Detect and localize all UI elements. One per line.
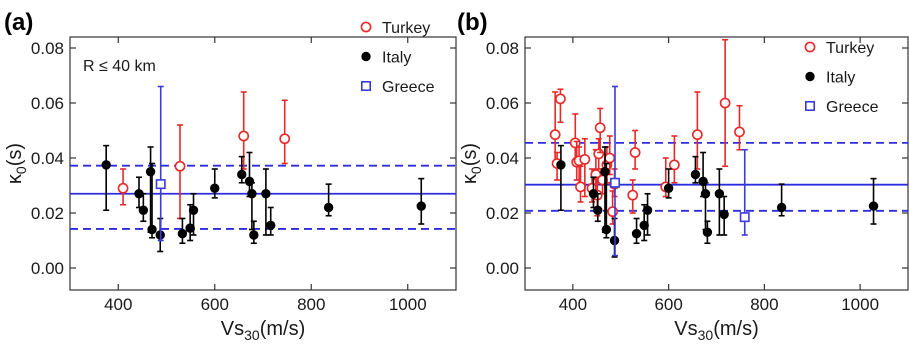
turkey-point <box>604 152 616 164</box>
legend: Turkey Italy Greece <box>360 20 435 96</box>
chart-panel-a: (a) 0.00 0.02 0.04 0.06 0.08 400 600 800 1000 Vs30… <box>4 9 457 343</box>
y-tick-label: 0.02 <box>486 204 519 223</box>
distance-annotation: R ≤ 40 km <box>83 58 156 75</box>
x-tick-label: 400 <box>559 295 587 314</box>
italy-point <box>600 167 610 177</box>
turkey-point <box>719 97 731 109</box>
y-tick-label: 0.00 <box>486 259 519 278</box>
legend-marker-italy <box>805 71 815 82</box>
italy-point <box>631 228 642 239</box>
turkey-point <box>575 181 586 193</box>
italy-point <box>145 167 156 177</box>
italy-point <box>868 201 879 211</box>
y-tick-label: 0.04 <box>31 149 64 168</box>
x-tick-label: 600 <box>654 295 682 314</box>
legend-marker-turkey <box>360 21 372 33</box>
y-tick-label: 0.08 <box>486 39 519 58</box>
plot-frame <box>69 36 457 291</box>
x-tick-label: 800 <box>297 295 325 314</box>
chart-panel-b: (b) 0.00 0.02 0.04 0.06 0.08 400 600 800 1000 Vs30… <box>457 9 909 343</box>
panel-label: (a) <box>4 9 33 36</box>
italy-point <box>249 230 259 240</box>
turkey-point <box>569 137 581 149</box>
italy-point <box>700 189 711 199</box>
italy-point <box>261 189 271 199</box>
turkey-point <box>555 93 566 105</box>
x-tick-label: 400 <box>104 295 132 314</box>
legend-label-italy: Italy <box>382 50 411 67</box>
italy-point <box>702 227 713 237</box>
italy-point <box>237 169 247 180</box>
y-tick-label: 0.04 <box>486 149 519 168</box>
legend: Turkey Italy Greece <box>804 40 879 116</box>
turkey-point <box>279 133 291 145</box>
plot-frame <box>524 36 909 291</box>
greece-point <box>155 179 166 190</box>
panel-label: (b) <box>457 9 488 36</box>
italy-point <box>247 189 257 199</box>
italy-point <box>101 160 111 170</box>
turkey-point <box>734 126 745 138</box>
turkey-point <box>174 160 186 172</box>
x-tick-label: 1000 <box>841 295 879 314</box>
legend-label-italy: Italy <box>826 70 855 87</box>
turkey-point <box>594 122 606 134</box>
x-tick-label: 800 <box>750 295 778 314</box>
legend-marker-italy <box>361 51 371 62</box>
italy-point <box>593 205 603 215</box>
turkey-point <box>117 182 129 194</box>
legend-marker-turkey <box>804 41 816 53</box>
legend-label-greece: Greece <box>382 79 435 96</box>
turkey-point <box>607 206 619 218</box>
italy-point <box>719 209 729 220</box>
x-axis-label: Vs30(m/s) <box>674 318 758 343</box>
turkey-point <box>593 148 605 160</box>
x-axis-label: Vs30(m/s) <box>221 318 305 343</box>
italy-point <box>147 224 157 235</box>
italy-point <box>776 202 787 213</box>
x-tick-label: 600 <box>201 295 229 314</box>
italy-point <box>188 205 199 215</box>
legend-label-turkey: Turkey <box>826 40 874 57</box>
turkey-point <box>629 147 641 158</box>
turkey-point <box>691 129 703 141</box>
y-tick-label: 0.02 <box>31 204 64 223</box>
y-tick-label: 0.06 <box>486 94 519 113</box>
italy-point <box>690 169 701 180</box>
y-tick-label: 0.08 <box>31 39 64 58</box>
italy-point <box>177 228 188 239</box>
italy-point <box>210 183 220 193</box>
italy-point <box>663 183 674 193</box>
y-tick-label: 0.06 <box>31 94 64 113</box>
italy-point <box>639 220 649 231</box>
italy-point <box>323 202 334 213</box>
italy-point <box>185 223 195 233</box>
turkey-point <box>627 189 639 201</box>
x-tick-label: 1000 <box>389 295 427 314</box>
italy-point <box>416 201 426 211</box>
y-axis-label: κ0(s) <box>459 143 484 184</box>
legend-label-turkey: Turkey <box>382 20 430 37</box>
italy-point <box>138 205 149 215</box>
legend-label-greece: Greece <box>826 99 879 116</box>
greece-point <box>610 177 621 188</box>
italy-point <box>601 224 612 235</box>
turkey-point <box>668 159 680 171</box>
italy-point <box>556 160 566 170</box>
turkey-point <box>238 130 250 142</box>
legend-marker-greece <box>360 81 371 92</box>
greece-point <box>739 212 750 223</box>
y-axis-label: κ0(s) <box>4 143 29 184</box>
legend-marker-greece <box>804 101 815 112</box>
italy-point <box>266 220 276 231</box>
y-tick-label: 0.00 <box>31 259 64 278</box>
italy-point <box>642 205 653 215</box>
turkey-point <box>549 129 561 141</box>
turkey-point <box>579 153 591 165</box>
